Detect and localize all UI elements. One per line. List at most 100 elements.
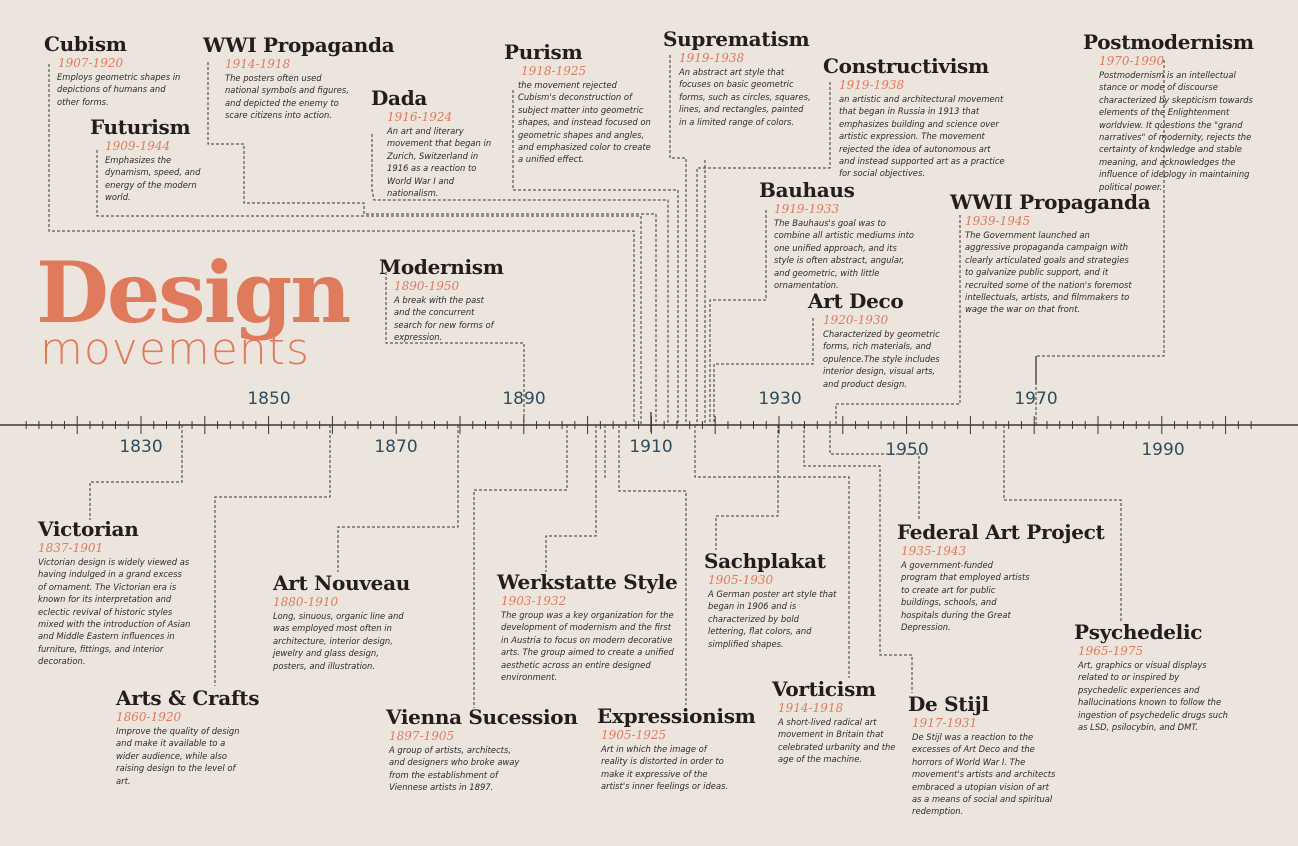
entry-description: The Bauhaus's goal was to combine all ar… [774, 218, 915, 291]
entry-years: 1919-1938 [679, 51, 745, 65]
entry-futurism: Futurism 1909-1944 Emphasizes the dynami… [90, 116, 220, 204]
entry-years: 1970-1990 [1099, 54, 1165, 68]
entry-title: De Stijl [908, 692, 989, 716]
entry-description: A government-funded program that employe… [901, 560, 1030, 633]
entry-dada: Dada 1916-1924 An art and literary movem… [371, 87, 501, 199]
connector-line [337, 425, 459, 572]
entry-arts-and-crafts: Arts & Crafts 1860-1920 Improve the qual… [116, 687, 266, 787]
entry-years: 1903-1932 [501, 594, 567, 608]
entry-years: 1914-1918 [225, 57, 291, 71]
entry-title: Sachplakat [704, 549, 826, 573]
entry-vorticism: Vorticism 1914-1918 A short-lived radica… [772, 678, 912, 766]
entry-description: An abstract art style that focuses on ba… [679, 67, 811, 127]
entry-years: 1860-1920 [116, 710, 182, 724]
entry-wwii-propaganda: WWII Propaganda 1939-1945 The Government… [950, 191, 1151, 316]
entry-title: Suprematism [663, 27, 810, 51]
entry-description: Improve the quality of design and make i… [116, 726, 240, 786]
entry-title: Dada [371, 86, 428, 110]
entry-description: A group of artists, architects, and desi… [389, 745, 520, 793]
entry-years: 1965-1975 [1078, 644, 1144, 658]
entry-years: 1916-1924 [387, 110, 453, 124]
year-label-1990: 1990 [1141, 440, 1185, 460]
entry-years: 1890-1950 [394, 279, 460, 293]
year-label-1830: 1830 [119, 437, 163, 457]
connector-line [214, 425, 331, 686]
connector-line [1003, 425, 1122, 621]
entry-wwi-propaganda: WWI Propaganda 1914-1918 The posters oft… [203, 34, 395, 122]
entry-title: Futurism [90, 115, 191, 139]
entry-sachplakat: Sachplakat 1905-1930 A German poster art… [704, 550, 844, 650]
entry-years: 1909-1944 [105, 139, 171, 153]
entry-years: 1939-1945 [965, 214, 1031, 228]
connector-line [512, 90, 679, 425]
year-label-1850: 1850 [247, 389, 291, 409]
connector-line [96, 150, 642, 425]
entry-psychedelic: Psychedelic 1965-1975 Art, graphics or v… [1074, 621, 1234, 733]
entry-description: Long, sinuous, organic line and was empl… [273, 611, 404, 671]
entry-title: Art Nouveau [273, 571, 410, 595]
entry-cubism: Cubism 1907-1920 Employs geometric shape… [44, 33, 184, 108]
entry-years: 1880-1910 [273, 595, 339, 609]
entry-description: The Government launched an aggressive pr… [965, 230, 1132, 315]
entry-modernism: Modernism 1890-1950 A break with the pas… [379, 256, 519, 344]
year-label-1890: 1890 [502, 389, 546, 409]
entry-title: Psychedelic [1074, 620, 1203, 644]
entry-description: A short-lived radical art movement in Br… [778, 717, 896, 765]
entry-description: The group was a key organization for the… [501, 610, 674, 683]
connector-line [207, 62, 657, 425]
entry-description: A German poster art style that began in … [708, 589, 837, 649]
entry-suprematism: Suprematism 1919-1938 An abstract art st… [663, 28, 813, 128]
year-label-1950: 1950 [885, 440, 929, 460]
connector-line [89, 425, 183, 520]
entry-art-deco: Art Deco 1920-1930 Characterized by geom… [808, 290, 953, 390]
entry-title: Postmodernism [1083, 30, 1254, 54]
entry-bauhaus: Bauhaus 1919-1933 The Bauhaus's goal was… [759, 179, 919, 291]
entry-federal-art-project: Federal Art Project 1935-1943 A governme… [897, 521, 1105, 633]
entry-title: Victorian [38, 517, 139, 541]
entry-description: Victorian design is widely viewed as hav… [38, 557, 191, 667]
connector-line [618, 425, 687, 705]
connector-line [694, 425, 850, 678]
entry-description: Employs geometric shapes in depictions o… [57, 72, 181, 107]
entry-expressionism: Expressionism 1905-1925 Art in which the… [597, 705, 762, 793]
entry-description: Postmodernism is an intellectual stance … [1099, 70, 1253, 192]
year-label-1930: 1930 [758, 389, 802, 409]
entry-years: 1919-1938 [839, 78, 905, 92]
entry-years: 1905-1930 [708, 573, 774, 587]
connector-line [545, 425, 597, 572]
connector-line [713, 318, 814, 425]
entry-title: Purism [504, 40, 583, 64]
entry-description: Art in which the image of reality is dis… [601, 744, 729, 792]
connector-line [385, 272, 525, 425]
connector-line [473, 425, 568, 708]
entry-title: Art Deco [808, 289, 904, 313]
entry-title: Bauhaus [759, 178, 855, 202]
entry-description: De Stijl was a reaction to the excesses … [912, 732, 1056, 817]
title-movements: movements [40, 324, 310, 375]
entry-victorian: Victorian 1837-1901 Victorian design is … [38, 518, 198, 668]
entry-years: 1935-1943 [901, 544, 967, 558]
entry-postmodernism: Postmodernism 1970-1990 Postmodernism is… [1083, 31, 1263, 193]
entry-description: Emphasizes the dynamism, speed, and ener… [105, 155, 201, 203]
year-label-1970: 1970 [1014, 389, 1058, 409]
entry-title: Werkstatte Style [497, 570, 678, 594]
entry-years: 1920-1930 [823, 313, 889, 327]
connector-line [803, 425, 913, 693]
entry-purism: Purism 1918-1925 the movement rejected C… [504, 41, 654, 166]
entry-title: Vienna Sucession [386, 705, 578, 729]
entry-title: Expressionism [597, 704, 756, 728]
entry-description: Characterized by geometric forms, rich m… [823, 329, 940, 389]
year-label-1870: 1870 [374, 437, 418, 457]
connector-line [669, 55, 687, 425]
entry-description: an artistic and architectural movement t… [839, 94, 1005, 179]
entry-years: 1907-1920 [58, 56, 124, 70]
entry-de-stijl: De Stijl 1917-1931 De Stijl was a reacti… [908, 693, 1058, 818]
entry-vienna-sucession: Vienna Sucession 1897-1905 A group of ar… [386, 705, 578, 794]
entry-title: Cubism [44, 32, 127, 56]
entry-years: 1897-1905 [389, 729, 455, 743]
entry-title: Vorticism [772, 677, 876, 701]
connector-line [829, 425, 920, 521]
connector-line [696, 82, 831, 425]
